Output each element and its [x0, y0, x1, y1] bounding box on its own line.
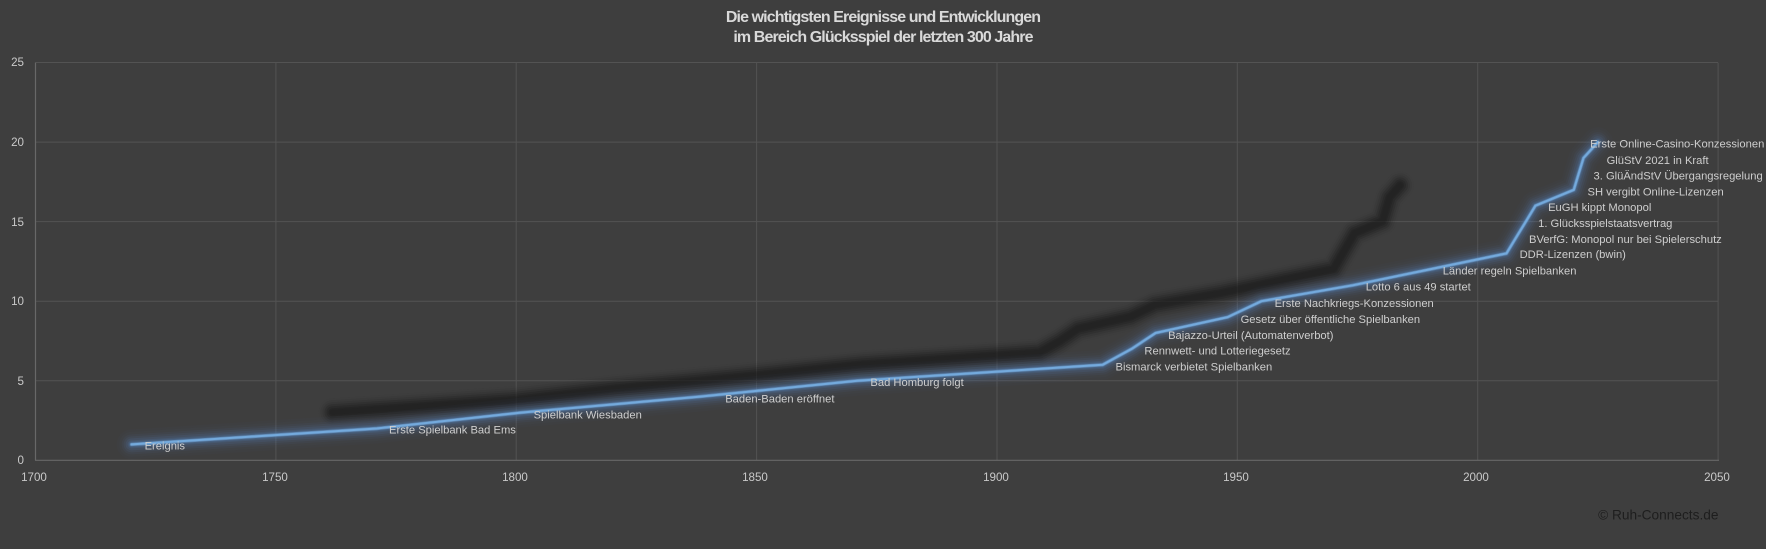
svg-text:20: 20 [11, 136, 24, 149]
svg-text:1750: 1750 [262, 471, 288, 484]
svg-text:Gesetz über öffentliche Spielb: Gesetz über öffentliche Spielbanken [1241, 314, 1421, 326]
svg-text:im Bereich Glücksspiel der let: im Bereich Glücksspiel der letzten 300 J… [733, 29, 1033, 46]
svg-text:0: 0 [18, 454, 24, 467]
svg-text:Erste Spielbank Bad Ems: Erste Spielbank Bad Ems [389, 425, 516, 437]
svg-text:2000: 2000 [1463, 471, 1489, 484]
svg-text:GlüStV 2021 in Kraft: GlüStV 2021 in Kraft [1607, 155, 1710, 167]
svg-text:Bajazzo-Urteil (Automatenverbo: Bajazzo-Urteil (Automatenverbot) [1168, 330, 1334, 342]
svg-text:Baden-Baden eröffnet: Baden-Baden eröffnet [725, 393, 835, 405]
svg-text:Die wichtigsten Ereignisse und: Die wichtigsten Ereignisse und Entwicklu… [726, 9, 1040, 26]
svg-text:Länder regeln Spielbanken: Länder regeln Spielbanken [1443, 265, 1577, 277]
svg-text:1. Glücksspielstaatsvertrag: 1. Glücksspielstaatsvertrag [1538, 218, 1672, 230]
svg-text:2050: 2050 [1704, 471, 1730, 484]
svg-text:5: 5 [18, 375, 24, 388]
svg-text:Bad Homburg folgt: Bad Homburg folgt [870, 377, 964, 389]
svg-text:Rennwett- und Lotteriegesetz: Rennwett- und Lotteriegesetz [1144, 346, 1291, 358]
svg-text:10: 10 [11, 295, 24, 308]
svg-text:Lotto 6 aus 49 startet: Lotto 6 aus 49 startet [1366, 282, 1472, 294]
svg-text:SH vergibt Online-Lizenzen: SH vergibt Online-Lizenzen [1588, 186, 1724, 198]
svg-text:1950: 1950 [1223, 471, 1249, 484]
svg-text:BVerfG: Monopol nur bei Spiele: BVerfG: Monopol nur bei Spielerschutz [1529, 234, 1722, 246]
svg-text:Bismarck verbietet Spielbanken: Bismarck verbietet Spielbanken [1116, 361, 1273, 373]
svg-text:EuGH kippt Monopol: EuGH kippt Monopol [1548, 202, 1651, 214]
svg-text:Spielbank Wiesbaden: Spielbank Wiesbaden [534, 409, 642, 421]
svg-text:Erste Online-Casino-Konzession: Erste Online-Casino-Konzessionen [1590, 139, 1764, 151]
svg-text:1700: 1700 [21, 471, 47, 484]
svg-text:25: 25 [11, 56, 24, 69]
svg-text:1900: 1900 [983, 471, 1009, 484]
svg-text:3. GlüÄndStV Übergangsregelung: 3. GlüÄndStV Übergangsregelung [1594, 170, 1763, 182]
svg-text:1850: 1850 [742, 471, 768, 484]
svg-text:1800: 1800 [502, 471, 528, 484]
svg-text:© Ruh-Connects.de: © Ruh-Connects.de [1598, 508, 1718, 523]
svg-text:Erste Nachkriegs-Konzessionen: Erste Nachkriegs-Konzessionen [1275, 298, 1434, 310]
svg-text:DDR-Lizenzen (bwin): DDR-Lizenzen (bwin) [1520, 249, 1627, 261]
svg-text:15: 15 [11, 216, 24, 229]
svg-text:Ereignis: Ereignis [145, 441, 186, 453]
